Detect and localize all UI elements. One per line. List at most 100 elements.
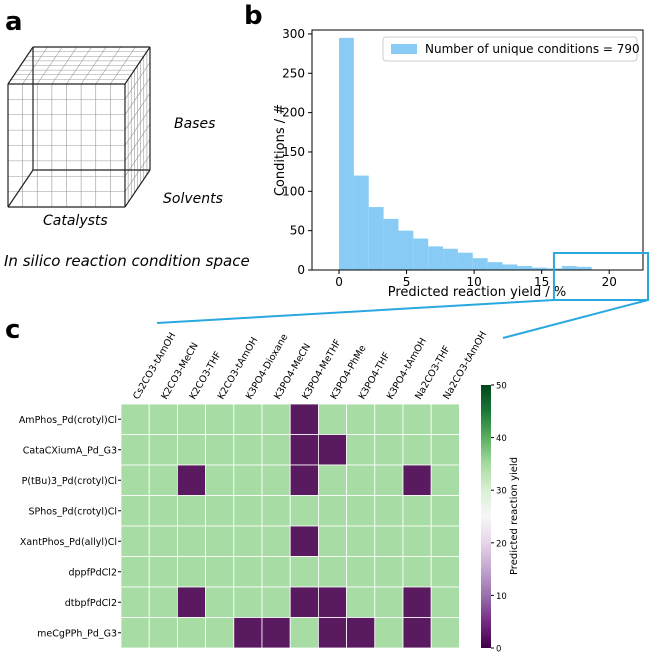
heatmap-cell <box>148 403 178 435</box>
heatmap-cell <box>317 617 347 649</box>
heatmap-cell <box>205 464 235 496</box>
histogram-bar <box>502 264 518 270</box>
cube-grid-line <box>110 46 136 85</box>
histogram-bar <box>413 238 429 270</box>
cube-edge <box>7 169 34 208</box>
histogram-bar <box>517 266 533 270</box>
heatmap-cell <box>289 495 319 527</box>
heatmap-cell <box>317 495 347 527</box>
heatmap-cell <box>261 525 291 557</box>
colorbar <box>481 385 491 648</box>
heatmap-cell <box>261 586 291 618</box>
heatmap-cell <box>233 617 263 649</box>
heatmap-cells <box>120 403 460 649</box>
heatmap-cell <box>289 556 319 588</box>
heatmap-cell <box>176 525 206 557</box>
heatmap-row-label: dtbpfPdCl2 <box>65 598 117 609</box>
histogram-x-ticks: 0 5 10 15 20 <box>335 270 617 289</box>
heatmap-row-label: CataCXiumA_Pd_G3 <box>23 445 117 456</box>
heatmap-row-label: meCgPPh_Pd_G3 <box>37 628 117 639</box>
heatmap-cell <box>430 556 460 588</box>
cube-grid-line <box>124 154 151 192</box>
legend-label: Number of unique conditions = 790 <box>425 42 640 56</box>
heatmap-cell <box>205 403 235 435</box>
heatmap-cell <box>120 495 150 527</box>
histogram-bar <box>428 246 444 270</box>
highlight-box <box>552 252 650 301</box>
heatmap-cell <box>430 525 460 557</box>
catalysts-axis-label: Catalysts <box>43 213 108 229</box>
heatmap-cell <box>261 617 291 649</box>
heatmap-row-label: SPhos_Pd(crotyl)Cl <box>29 506 117 517</box>
heatmap-cell <box>233 495 263 527</box>
heatmap-cell <box>430 617 460 649</box>
heatmap-cell <box>148 464 178 496</box>
colorbar-tick-label: 30 <box>496 487 507 497</box>
y-tick-label: 200 <box>282 106 305 120</box>
heatmap-cell <box>176 403 206 435</box>
heatmap-cell <box>402 586 432 618</box>
heatmap-cell <box>402 556 432 588</box>
heatmap-cell <box>346 525 376 557</box>
histogram-bar <box>398 230 414 270</box>
heatmap-cell <box>120 464 150 496</box>
panel-b-label: b <box>244 1 263 31</box>
heatmap-cell <box>176 434 206 466</box>
x-tick-label: 5 <box>403 275 411 289</box>
heatmap-cell <box>346 434 376 466</box>
heatmap-cell <box>120 617 150 649</box>
heatmap-cell <box>346 403 376 435</box>
heatmap-cell <box>205 495 235 527</box>
histogram-frame <box>311 29 644 271</box>
heatmap-cell <box>233 403 263 435</box>
cube-grid-line <box>124 108 151 146</box>
colorbar-tick-label: 10 <box>496 592 507 602</box>
heatmap-cell <box>289 403 319 435</box>
heatmap-cell <box>289 525 319 557</box>
heatmap-cell <box>261 464 291 496</box>
cube-edge <box>124 46 151 85</box>
heatmap-cell <box>205 617 235 649</box>
heatmap-cell <box>148 495 178 527</box>
histogram-legend: Number of unique conditions = 790 <box>382 36 640 62</box>
heatmap-row-label: XantPhos_Pd(allyl)Cl <box>20 537 117 548</box>
heatmap-cell <box>261 434 291 466</box>
histogram-y-label: Conditions / # <box>273 104 288 196</box>
heatmap-cell <box>233 434 263 466</box>
zoom-connector-right <box>502 299 649 339</box>
histogram-bar <box>383 218 399 270</box>
histogram-bar <box>339 37 354 270</box>
heatmap-cell <box>430 495 460 527</box>
histogram-bar <box>443 248 458 270</box>
heatmap-cell <box>205 525 235 557</box>
histogram-bar <box>457 252 473 270</box>
y-tick-label: 150 <box>282 145 305 159</box>
legend-swatch <box>391 44 417 54</box>
heatmap-row-label: dppfPdCl2 <box>68 567 117 578</box>
heatmap-cell <box>233 586 263 618</box>
heatmap-cell <box>233 556 263 588</box>
histogram-bars <box>339 37 592 270</box>
heatmap-cell <box>402 464 432 496</box>
heatmap-cell <box>176 495 206 527</box>
heatmap-cell <box>120 556 150 588</box>
histogram-bar <box>487 262 503 270</box>
heatmap-column-labels: Cs2CO3-tAmOHK2CO3-MeCNK2CO3-THFK2CO3-tAm… <box>131 330 489 402</box>
heatmap-cell <box>374 586 404 618</box>
heatmap-cell <box>374 495 404 527</box>
heatmap-cell <box>289 617 319 649</box>
heatmap-cell <box>120 434 150 466</box>
cube-grid-line <box>80 46 107 85</box>
heatmap-cell <box>430 586 460 618</box>
heatmap-cell <box>317 464 347 496</box>
heatmap-cell <box>374 525 404 557</box>
y-tick-label: 100 <box>282 184 305 198</box>
heatmap-cell <box>148 617 178 649</box>
heatmap-cell <box>317 556 347 588</box>
y-tick-label: 250 <box>282 66 305 80</box>
colorbar-tick-label: 40 <box>496 434 507 444</box>
heatmap-cell <box>374 464 404 496</box>
histogram-bar <box>561 266 577 270</box>
bases-axis-label: Bases <box>174 116 215 132</box>
